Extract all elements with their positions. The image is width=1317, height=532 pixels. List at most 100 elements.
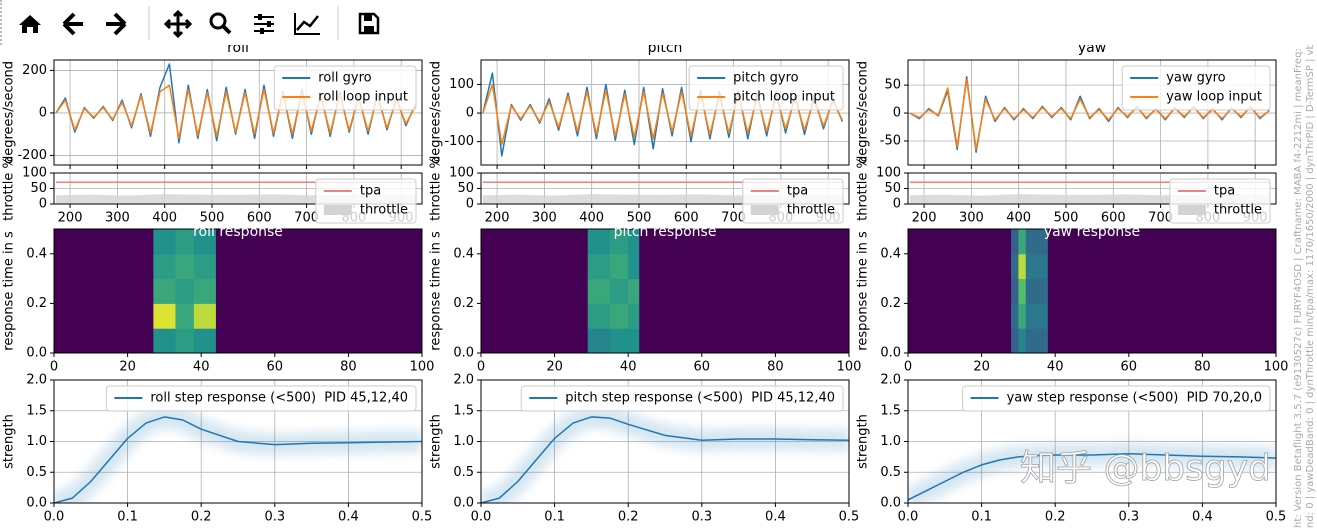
y-tick-label: 0.2 — [453, 296, 474, 311]
y-tick-label: 1.5 — [26, 403, 47, 418]
heat-cell — [1025, 278, 1049, 304]
frame — [480, 228, 850, 354]
legend: pitch step response (<500) PID 45,12,40 — [520, 385, 844, 412]
forward-button[interactable] — [106, 12, 127, 36]
line — [54, 416, 422, 503]
line — [909, 78, 1270, 151]
heat-cell — [1047, 278, 1276, 304]
y-axis-label: throttle % — [429, 156, 444, 221]
legend: tpa throttle — [1169, 178, 1271, 224]
x-tick-label: 20 — [119, 360, 136, 375]
line — [481, 416, 849, 503]
heat-cell — [54, 303, 154, 329]
y-axis-label: response time in s — [856, 231, 871, 351]
subplot: 0.0 0.5 1.0 1.5 2.0 0.0 0.1 0.2 0.3 0.4 0.5 strengt… — [856, 373, 1287, 525]
legend-box — [105, 385, 417, 412]
zoom-button[interactable] — [209, 12, 232, 35]
subplot: 0.0 0.5 1.0 1.5 2.0 0.0 0.1 0.2 0.3 0.4 0.5 strengt… — [429, 373, 860, 525]
legend-box — [962, 385, 1271, 412]
y-tick-label: 1.0 — [880, 434, 901, 449]
heat-cell — [215, 229, 422, 255]
x-tick-label: 500 — [1054, 211, 1079, 226]
x-tick-label: 40 — [1047, 360, 1064, 375]
x-tick-label: 60 — [1121, 360, 1138, 375]
y-tick-label: 0.0 — [880, 496, 901, 511]
pan-button[interactable] — [163, 9, 193, 39]
save-button[interactable] — [358, 12, 380, 35]
heat-cell — [609, 303, 629, 329]
x-tick-label: 700 — [1148, 211, 1173, 226]
y-axis-label: response time in s — [2, 231, 17, 351]
y-tick-label: 0.2 — [880, 296, 901, 311]
heat-cell — [1018, 328, 1027, 353]
x-tick-label: 0.5 — [1266, 510, 1287, 525]
heat-cell — [1018, 303, 1027, 329]
x-tick-label: 300 — [105, 211, 130, 226]
y-tick-label: 0.5 — [26, 465, 47, 480]
y-tick-label: 0.0 — [26, 496, 47, 511]
x-tick-label: 0.5 — [412, 510, 433, 525]
legend-label: tpa — [1214, 184, 1235, 199]
back-button[interactable] — [62, 12, 83, 36]
x-tick-label: 80 — [767, 360, 784, 375]
x-tick-label: 40 — [193, 360, 210, 375]
legend-label: throttle — [360, 203, 408, 218]
heat-cell — [175, 328, 195, 353]
frame — [53, 379, 423, 504]
heat-cell — [215, 278, 422, 304]
x-tick-label: 80 — [340, 360, 357, 375]
legend: yaw gyro yaw loop input — [1121, 65, 1271, 111]
heatmap-title: pitch response — [614, 224, 717, 240]
subplot: 0.0 0.2 0.4 0 20 40 60 80 100 response time in s p… — [429, 224, 862, 375]
heat-cell — [609, 278, 629, 304]
x-tick-label: 20 — [973, 360, 990, 375]
axes-button[interactable] — [294, 13, 320, 35]
legend-label: yaw loop input — [1166, 90, 1262, 105]
legend-label: pitch gyro — [733, 71, 798, 86]
heat-cell — [639, 253, 849, 280]
legend-swatch — [1177, 205, 1206, 215]
heat-cell — [215, 303, 422, 329]
data-layer — [54, 229, 422, 353]
heat-cell — [193, 253, 217, 280]
heat-cell — [628, 278, 640, 304]
frame — [907, 228, 1277, 354]
x-tick-label: 0.2 — [191, 510, 212, 525]
heat-cell — [153, 303, 176, 329]
y-tick-label: 100 — [449, 166, 474, 181]
y-axis-label: response time in s — [429, 231, 444, 351]
configure-button[interactable] — [254, 14, 274, 34]
frame — [480, 379, 850, 504]
x-tick-label: 80 — [1194, 360, 1211, 375]
legend: tpa throttle — [315, 178, 417, 224]
legend-label: pitch loop input — [733, 90, 835, 105]
heat-cell — [1047, 229, 1276, 255]
x-tick-label: 20 — [546, 360, 563, 375]
y-tick-label: 1.5 — [880, 403, 901, 418]
watermark: 知乎 @bbsgyd — [1020, 448, 1271, 489]
heat-cell — [908, 278, 1012, 304]
x-tick-label: 700 — [721, 211, 746, 226]
home-button[interactable] — [19, 15, 41, 33]
x-tick-label: 40 — [620, 360, 637, 375]
heat-cell — [481, 253, 589, 280]
y-tick-label: 50 — [457, 181, 474, 196]
heat-cell — [1018, 278, 1027, 304]
legend-box — [688, 65, 844, 111]
y-tick-label: -200 — [17, 148, 47, 163]
data-layer — [481, 229, 849, 353]
frame — [480, 172, 850, 205]
heat-cell — [587, 328, 611, 353]
heat-cell — [1047, 303, 1276, 329]
side-text: nd: 0 | yawDeadBand: 0 | dynThrottle min… — [1305, 26, 1316, 528]
heatmap-title: yaw response — [1044, 224, 1140, 240]
y-axis-label: strength — [429, 414, 444, 469]
x-tick-label: 100 — [837, 360, 862, 375]
heat-cell — [908, 253, 1012, 280]
x-tick-label: 0.4 — [338, 510, 359, 525]
data-layer — [908, 229, 1276, 353]
heat-cell — [908, 229, 1012, 255]
